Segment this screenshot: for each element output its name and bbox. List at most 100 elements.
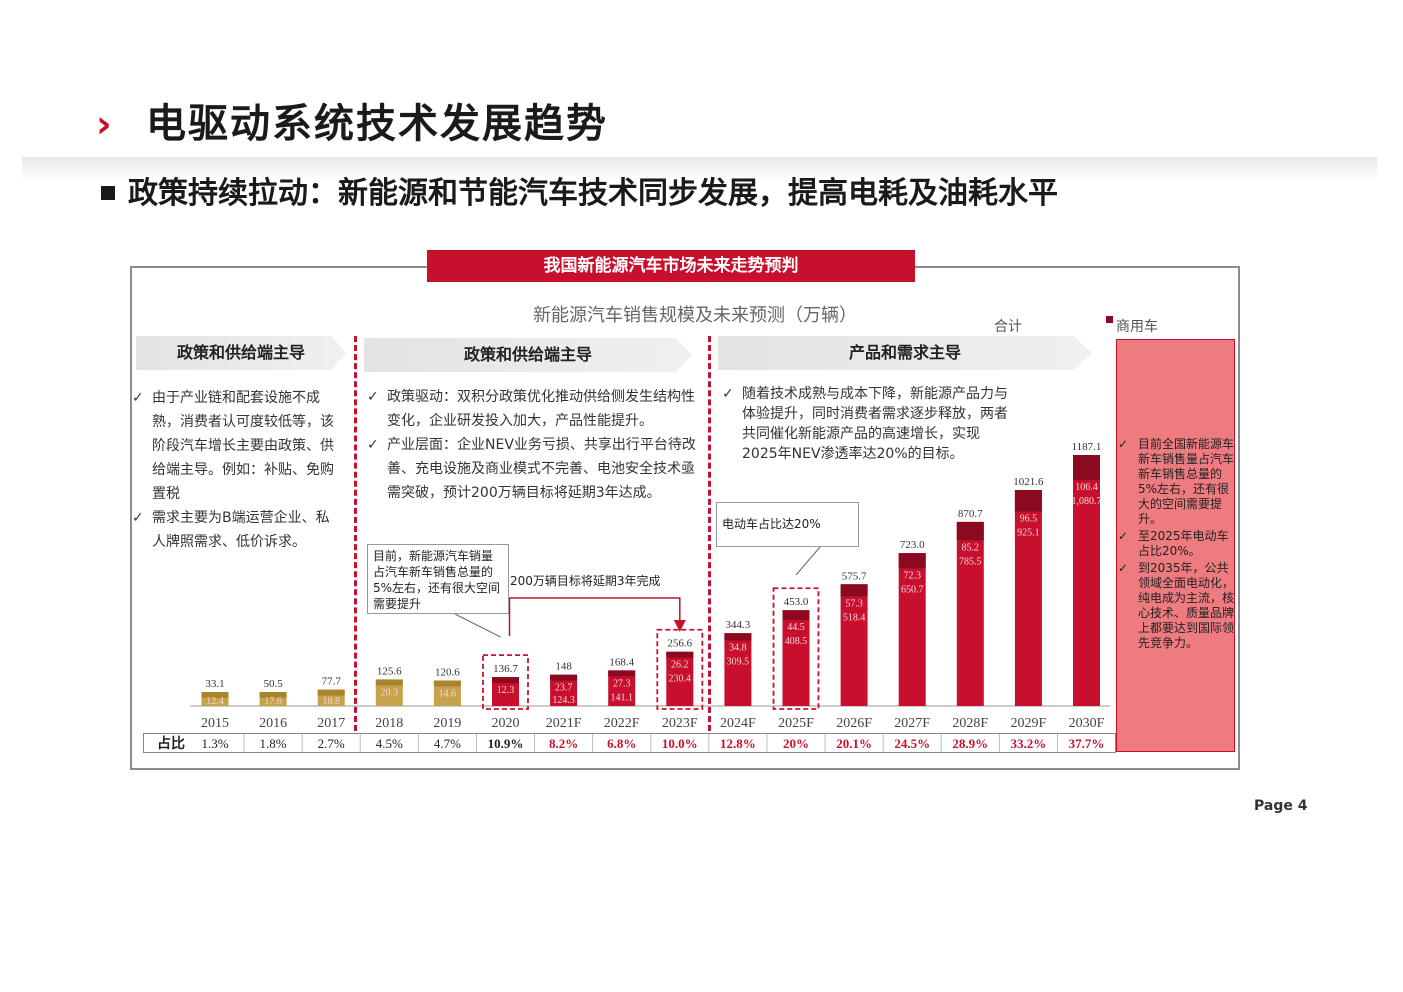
bar-total [724, 633, 752, 706]
phase-header-1: 政策和供给端主导 [136, 336, 346, 370]
phase-bullet: ✓ 随着技术成熟与成本下降，新能源产品力与体验提升，同时消费者需求逐步释放，两者共… [722, 384, 1014, 464]
checkmark-icon: ✓ [367, 389, 379, 405]
share-row [143, 733, 1116, 753]
bar-total [898, 553, 926, 706]
phase-header-3: 产品和需求主导 [718, 336, 1092, 370]
phase-2-description: ✓ 政策驱动：双积分政策优化推动供给侧发生结构性变化，企业研发投入加大，产品性能提… [367, 385, 707, 505]
bar-segment-label-commercial: 34.8 [729, 642, 747, 653]
share-value: 6.8% [607, 736, 636, 751]
bar-series: 33.1 12.4 2015 1.3% 50.5 17.6 2016 1.8% 77.7 18.8… [190, 441, 1110, 753]
bar-segment-label-commercial: 27.3 [613, 678, 631, 689]
phase-3-description: ✓ 随着技术成熟与成本下降，新能源产品力与体验提升，同时消费者需求逐步释放，两者共… [722, 384, 1014, 464]
phase-bullet-text: 政策驱动：双积分政策优化推动供给侧发生结构性变化，企业研发投入加大，产品性能提升… [387, 389, 695, 429]
bar-segment-label-commercial: 72.3 [903, 570, 921, 581]
bar-segment-label-commercial: 57.3 [845, 598, 863, 609]
category-tick-label: 2016 [259, 716, 287, 731]
bar-total [1014, 489, 1042, 706]
bar-segment-label-commercial: 14.6 [439, 689, 457, 700]
share-value: 12.8% [720, 736, 756, 751]
phase-divider [708, 336, 711, 731]
bar-segment-label-commercial: 20.3 [381, 687, 399, 698]
forecast-sidebar [1116, 339, 1235, 752]
bar-segment-commercial [433, 680, 461, 687]
checkmark-icon: ✓ [132, 390, 144, 406]
share-value: 10.9% [488, 736, 524, 751]
bar-segment-label-commercial: 26.2 [671, 660, 689, 671]
bar-total-label: 344.3 [726, 619, 751, 631]
bar-segment-label-passenger: 1,080.7 [1072, 496, 1102, 507]
phase-divider [354, 336, 357, 731]
category-tick-label: 2029F [1011, 716, 1047, 731]
bar-segment-label-commercial: 44.5 [787, 622, 805, 633]
arrow-head-icon [673, 620, 686, 632]
phase-bullet-text: 随着技术成熟与成本下降，新能源产品力与体验提升，同时消费者需求逐步释放，两者共同… [742, 386, 1008, 462]
bar-segment-commercial [1014, 489, 1042, 512]
bar-segment-label-passenger: 124.3 [552, 695, 575, 706]
share-value: 20% [783, 736, 809, 751]
chart-banner: 我国新能源汽车市场未来走势预判 [427, 250, 915, 282]
phase-1-description: ✓ 由于产业链和配套设施不成熟，消费者认可度较低等，该阶段汽车增长主要由政策、供给… [132, 386, 337, 554]
bar-total-label: 125.6 [377, 665, 402, 677]
share-value: 33.2% [1011, 736, 1047, 751]
page-subtitle: 政策持续拉动：新能源和节能汽车技术同步发展，提高电耗及油耗水平 [128, 176, 1058, 211]
share-value: 28.9% [952, 736, 988, 751]
bar-total-label: 723.0 [900, 539, 925, 551]
bar-total-label: 168.4 [609, 656, 634, 668]
share-value: 20.1% [836, 736, 872, 751]
bar-segment-label-passenger: 925.1 [1017, 528, 1040, 539]
bar-segment-commercial [608, 670, 636, 677]
callout-pointer [795, 546, 821, 576]
bar-segment-commercial [375, 679, 403, 686]
sidebar-item-text: 目前全国新能源车新车销售量占汽车新车销售总量的5%左右，还有很大的空间需要提升。 [1138, 437, 1235, 526]
bar-segment-label-commercial: 18.8 [322, 696, 340, 707]
legend-swatch [1106, 316, 1113, 323]
bar-total-label: 50.5 [263, 678, 283, 690]
bar-segment-label-passenger: 309.5 [727, 656, 750, 667]
share-value: 1.3% [201, 736, 228, 751]
checkmark-icon: ✓ [722, 386, 734, 402]
share-value: 2.7% [318, 736, 345, 751]
bar-segment-label-passenger: 230.4 [669, 674, 692, 685]
category-tick-label: 2030F [1069, 716, 1105, 731]
bar-segment-label-commercial: 17.6 [264, 696, 282, 707]
bar-segment-label-commercial: 85.2 [962, 542, 980, 553]
category-tick-label: 2015 [201, 716, 229, 731]
category-tick-label: 2018 [375, 716, 403, 731]
sidebar-item-text: 至2025年电动车占比20%。 [1138, 529, 1229, 558]
bar-segment-commercial [898, 553, 926, 569]
callout-ev-2025: 电动车占比达20% [716, 502, 859, 547]
bar-total-label: 77.7 [322, 676, 342, 688]
bar-total-label: 256.6 [667, 638, 692, 650]
bar-segment-label-passenger: 650.7 [901, 584, 924, 595]
checkmark-icon: ✓ [1118, 437, 1129, 451]
bar-segment-label-passenger: 141.1 [610, 692, 633, 703]
chart-annotations [454, 546, 821, 710]
callout-pointer [454, 613, 501, 638]
share-row-label: 占比 [157, 736, 185, 752]
category-tick-label: 2021F [546, 716, 582, 731]
delay-arrow-line [508, 597, 681, 636]
category-tick-label: 2026F [836, 716, 872, 731]
page-title: 电驱动系统技术发展趋势 [146, 101, 608, 147]
target-delay-note: 200万辆目标将延期3年完成 [510, 574, 661, 588]
bar-total-label: 453.0 [784, 596, 809, 608]
category-tick-label: 2027F [894, 716, 930, 731]
sidebar-item: ✓ 到2035年，公共领域全面电动化，纯电成为主流，核心技术、质量品牌上都要达到国… [1118, 561, 1235, 651]
phase-bullet: ✓ 由于产业链和配套设施不成熟，消费者认可度较低等，该阶段汽车增长主要由政策、供给… [132, 386, 337, 506]
bar-segment-commercial [550, 674, 578, 681]
category-tick-label: 2025F [778, 716, 814, 731]
share-value: 10.0% [662, 736, 698, 751]
total-label: 合计 [994, 319, 1022, 335]
bar-segment-label-passenger: 408.5 [785, 636, 808, 647]
bar-total-label: 148 [555, 661, 572, 673]
phase-bullet: ✓ 需求主要为B端运营企业、私人牌照需求、低价诉求。 [132, 506, 337, 554]
sidebar-notes: ✓ 目前全国新能源车新车销售量占汽车新车销售总量的5%左右，还有很大的空间需要提升… [1118, 437, 1235, 653]
share-value: 4.7% [434, 736, 461, 751]
bar-total-label: 136.7 [493, 663, 518, 675]
bar-total [666, 651, 694, 706]
category-tick-label: 2017 [317, 716, 345, 731]
category-tick-label: 2019 [433, 716, 461, 731]
legend-label: 商用车 [1116, 319, 1158, 335]
share-value: 24.5% [894, 736, 930, 751]
checkmark-icon: ✓ [1118, 529, 1129, 543]
